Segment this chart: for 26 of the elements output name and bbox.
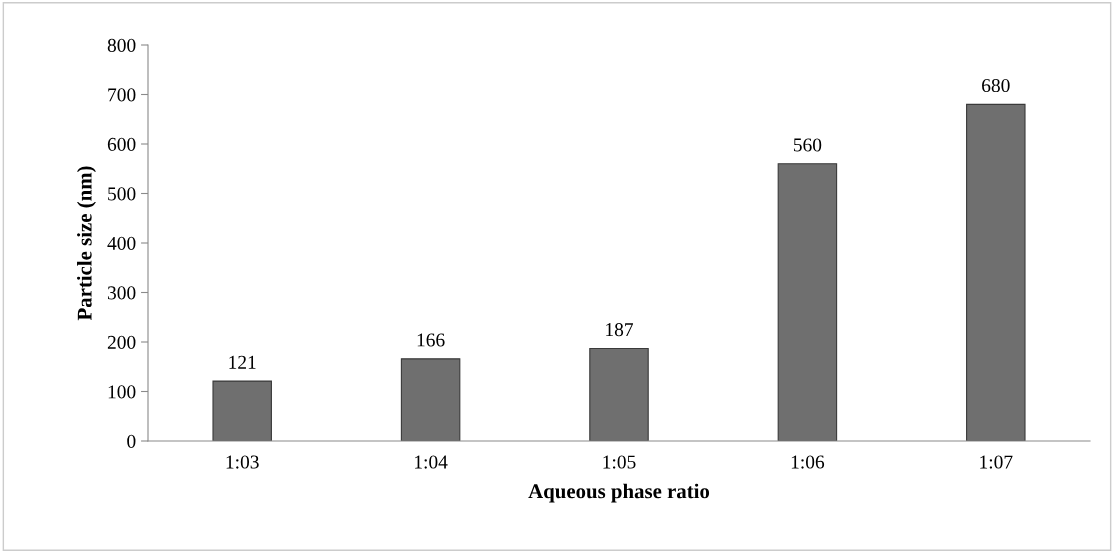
y-tick-label: 700 [108,88,136,102]
y-tick-label: 300 [107,286,136,300]
y-tick-label: 500 [108,187,136,201]
y-tick-label: 600 [107,137,136,151]
bar [400,358,461,441]
y-tick-label: 100 [108,385,136,399]
data-label: 680 [982,79,1010,93]
y-tick-label: 0 [127,434,136,448]
data-label: 121 [229,355,256,369]
bar [212,380,272,441]
y-tick-label: 800 [107,38,136,52]
x-tick-label: 1:05 [603,455,636,469]
x-tick-label: 1:03 [226,455,259,469]
data-label: 166 [417,333,445,347]
x-tick-label: 1:07 [980,455,1013,469]
y-axis-title: Particle size (nm) [77,166,96,321]
x-axis-title: Aqueous phase ratio [528,483,710,503]
data-label: 560 [793,138,822,152]
data-label: 187 [606,323,634,337]
bar [966,103,1026,441]
x-tick-label: 1:06 [791,455,825,469]
x-tick-label: 1:04 [415,455,448,469]
bar [589,347,649,441]
y-tick-label: 400 [107,236,136,250]
y-tick-label: 200 [107,335,136,349]
bar [777,163,838,441]
